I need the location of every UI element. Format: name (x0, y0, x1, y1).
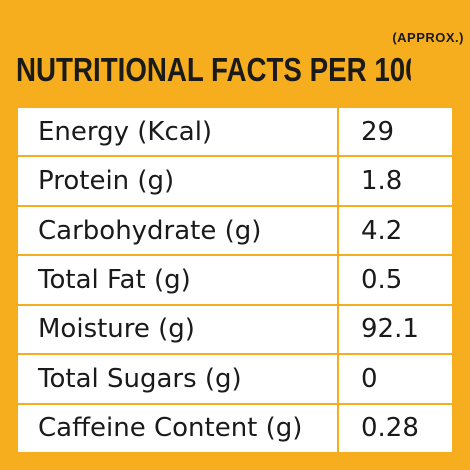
page-title: NUTRITIONAL FACTS PER 100G (16, 51, 411, 88)
approx-note: (APPROX.) (392, 30, 464, 45)
table-row: Energy (Kcal) 29 (18, 108, 452, 158)
table-row: Total Fat (g) 0.5 (18, 255, 452, 306)
nutrient-name: Carbohydrate (g) (18, 205, 339, 257)
table-row: Caffeine Content (g) 0.28 (18, 403, 452, 452)
table-row: Carbohydrate (g) 4.2 (18, 205, 452, 257)
nutrient-name: Total Sugars (g) (18, 354, 339, 405)
table-row: Total Sugars (g) 0 (18, 354, 452, 405)
nutrient-name: Caffeine Content (g) (18, 403, 339, 452)
nutrient-value: 0 (338, 354, 452, 405)
nutrient-name: Protein (g) (18, 156, 339, 207)
nutrition-table: Energy (Kcal) 29 Protein (g) 1.8 Carbohy… (18, 108, 452, 452)
table-row: Moisture (g) 92.1 (18, 304, 452, 356)
nutrient-value: 29 (338, 108, 452, 158)
nutrient-name: Moisture (g) (18, 304, 339, 356)
nutrient-name: Energy (Kcal) (18, 108, 339, 158)
nutrient-value: 4.2 (338, 205, 452, 257)
nutrient-value: 0.5 (338, 255, 452, 306)
nutrient-value: 92.1 (338, 304, 452, 356)
nutrient-name: Total Fat (g) (18, 255, 339, 306)
table-row: Protein (g) 1.8 (18, 156, 452, 207)
nutrient-value: 0.28 (361, 413, 419, 444)
nutrient-value: 1.8 (338, 156, 452, 207)
nutrition-table-container: Energy (Kcal) 29 Protein (g) 1.8 Carbohy… (18, 108, 452, 452)
